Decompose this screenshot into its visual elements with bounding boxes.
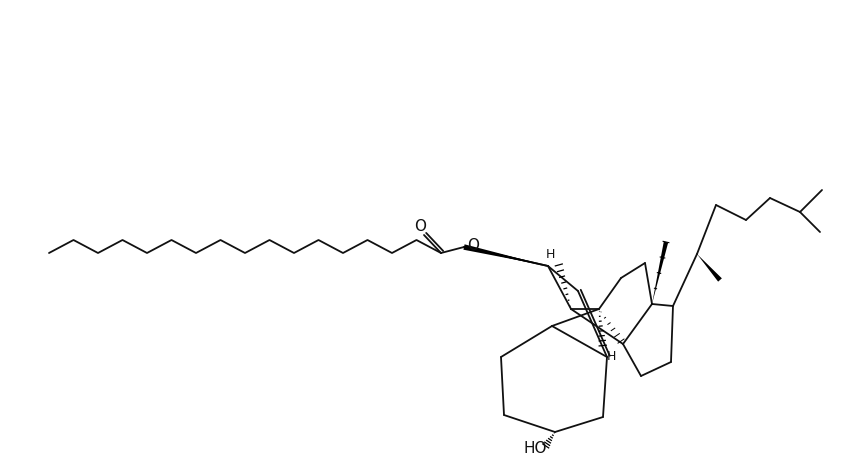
Text: O: O (467, 237, 479, 253)
Text: H: H (545, 248, 555, 260)
Text: H: H (606, 349, 615, 362)
Text: O: O (414, 219, 426, 234)
Text: HO: HO (524, 441, 547, 455)
Polygon shape (464, 244, 548, 266)
Polygon shape (652, 242, 668, 304)
Polygon shape (697, 254, 722, 282)
